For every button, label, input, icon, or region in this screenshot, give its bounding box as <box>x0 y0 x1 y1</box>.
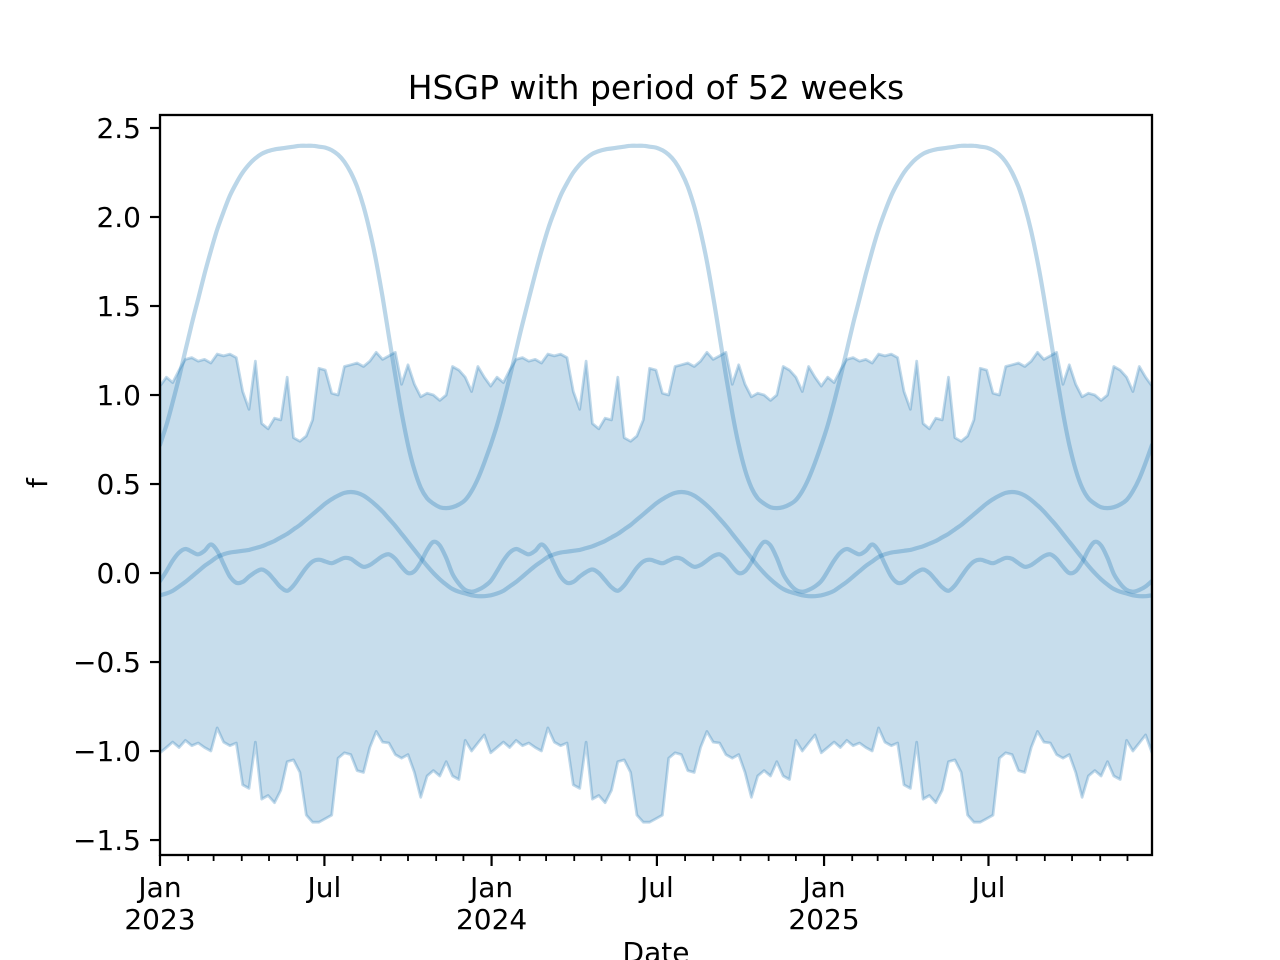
x-tick-label-month: Jan <box>468 871 513 904</box>
x-tick-label-year: 2023 <box>124 903 195 936</box>
y-axis-label: f <box>20 478 54 488</box>
chart-title: HSGP with period of 52 weeks <box>407 68 905 107</box>
x-tick-label-year: 2025 <box>788 903 859 936</box>
x-tick-label-year: 2024 <box>456 903 527 936</box>
y-tick-label: 2.5 <box>96 112 141 145</box>
x-tick-label-month: Jul <box>306 871 342 904</box>
x-tick-label-month: Jan <box>136 871 181 904</box>
x-tick-label-month: Jul <box>638 871 674 904</box>
y-tick-label: −1.5 <box>73 824 141 857</box>
x-axis-label: Date <box>622 936 690 960</box>
sample-line-2 <box>160 489 1152 599</box>
hdi-band <box>160 350 1152 824</box>
y-tick-label: 0.0 <box>96 557 141 590</box>
y-tick-label: −1.0 <box>73 735 141 768</box>
x-tick-label-month: Jul <box>970 871 1006 904</box>
x-tick-label-month: Jan <box>800 871 845 904</box>
y-tick-label: 1.0 <box>96 379 141 412</box>
sample-line-1 <box>160 143 1152 511</box>
y-tick-label: −0.5 <box>73 646 141 679</box>
y-tick-label: 0.5 <box>96 468 141 501</box>
y-tick-label: 1.5 <box>96 290 141 323</box>
sample-line-3 <box>160 539 1152 594</box>
y-tick-label: 2.0 <box>96 201 141 234</box>
